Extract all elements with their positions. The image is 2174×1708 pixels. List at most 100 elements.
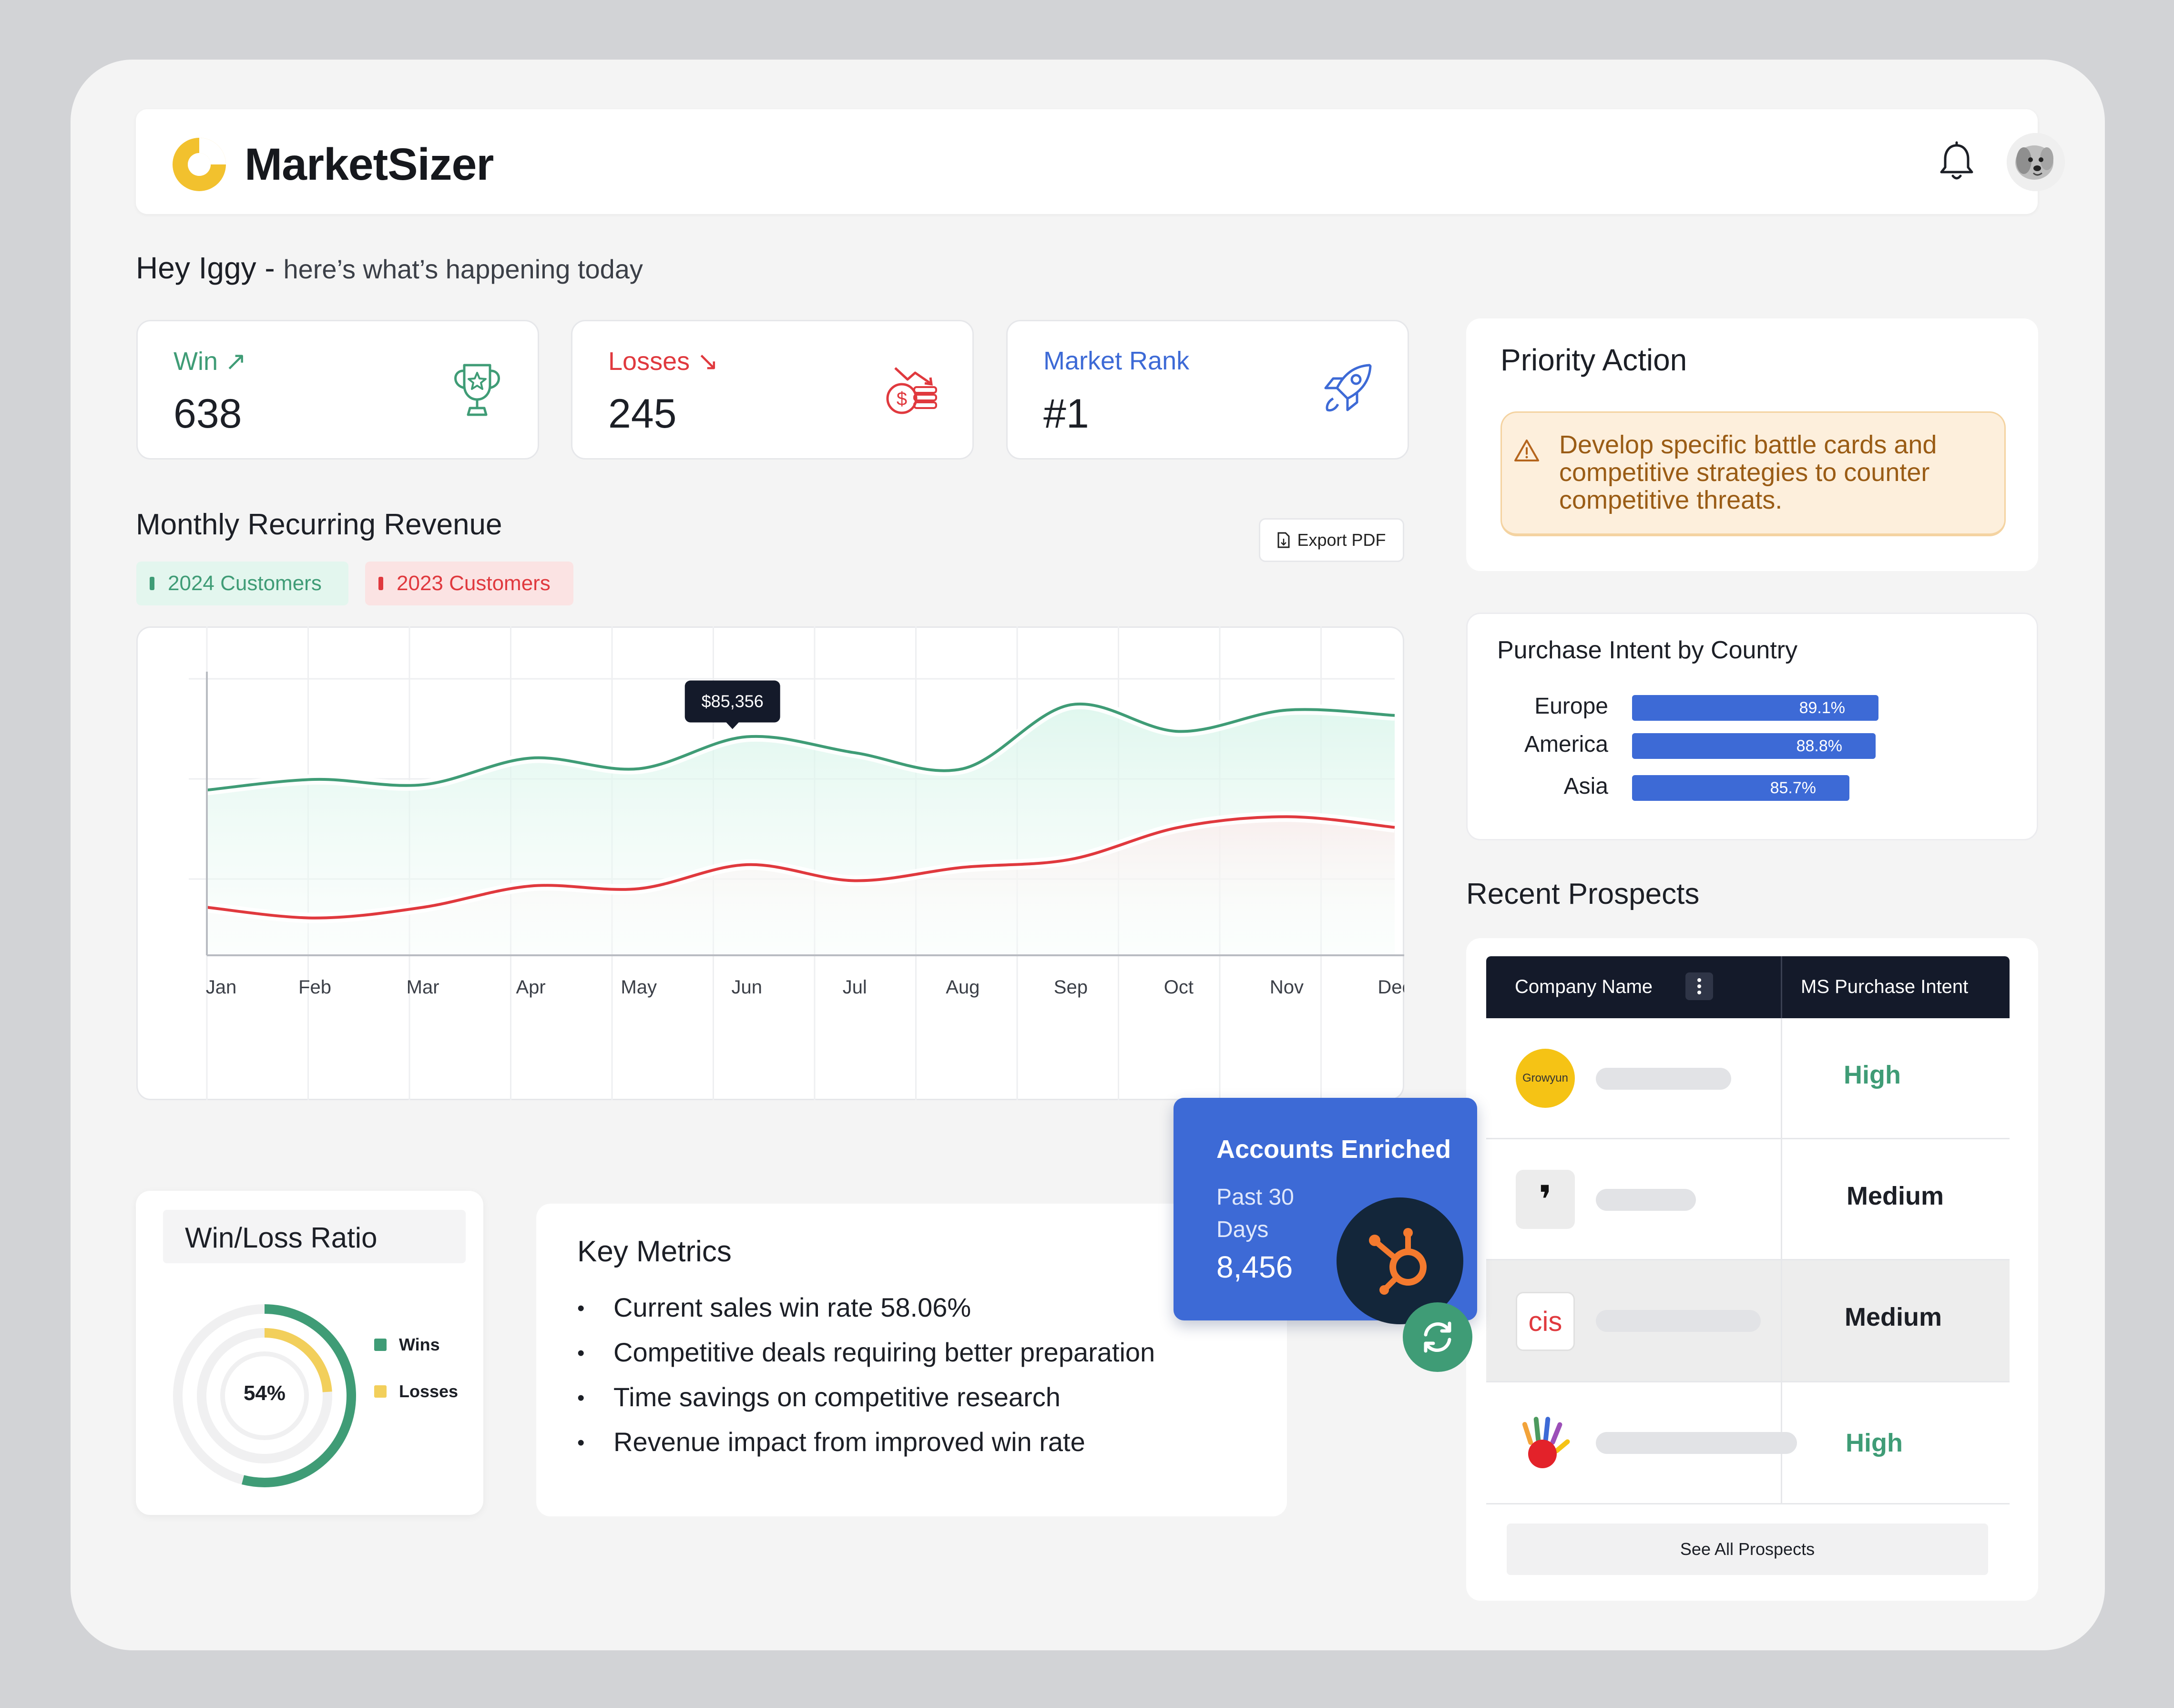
data-point xyxy=(1178,731,1179,732)
stat-label-win: Win ↗ xyxy=(174,347,247,376)
legend-2023[interactable]: 2023 Customers xyxy=(365,562,573,605)
col-company-name[interactable]: Company Name xyxy=(1515,976,1653,997)
data-point xyxy=(1394,827,1395,828)
series-line-2023 Customers xyxy=(206,815,1395,920)
key-metric-item: • Revenue impact from improved win rate xyxy=(577,1427,1085,1457)
data-point xyxy=(1286,816,1287,817)
avatar-dog-icon xyxy=(2007,133,2065,191)
svg-text:$: $ xyxy=(897,389,907,409)
stat-value-market-rank: #1 xyxy=(1043,391,1089,437)
data-point xyxy=(1286,710,1287,711)
x-tick-label: Mar xyxy=(407,977,439,998)
accounts-enriched-title: Accounts Enriched xyxy=(1216,1135,1451,1164)
trend-up-icon: ↗ xyxy=(225,347,247,376)
legend-losses: Losses xyxy=(374,1381,458,1401)
prospect-row[interactable]: High xyxy=(1486,1382,2010,1504)
stat-label-market-rank: Market Rank xyxy=(1043,347,1190,375)
mrr-title: Monthly Recurring Revenue xyxy=(136,508,502,541)
export-pdf-button[interactable]: Export PDF xyxy=(1259,518,1404,562)
data-point xyxy=(315,918,316,919)
greeting: Hey Iggy - here’s what’s happening today xyxy=(136,250,643,286)
data-point xyxy=(1394,715,1395,716)
intent-bar[interactable]: 85.7% xyxy=(1632,775,1849,801)
trophy-icon xyxy=(454,364,500,416)
company-logo: Growyun xyxy=(1516,1049,1575,1108)
x-tick-label: Nov xyxy=(1270,977,1304,998)
purchase-intent-title: Purchase Intent by Country xyxy=(1497,636,1798,664)
data-point xyxy=(1070,859,1071,860)
x-tick-label: Oct xyxy=(1164,977,1194,998)
money-down-icon: $ xyxy=(886,367,937,414)
key-metrics-list: • Current sales win rate 58.06% • Competit… xyxy=(577,1292,1155,1471)
intent-value: High xyxy=(1846,1429,1903,1457)
company-name-placeholder xyxy=(1596,1432,1797,1454)
prospect-row[interactable]: Growyun High xyxy=(1486,1018,2010,1139)
x-tick-label: Apr xyxy=(516,977,546,998)
priority-message: Develop specific battle cards and compet… xyxy=(1559,430,1937,514)
stat-label-losses: Losses ↘ xyxy=(608,347,719,376)
wins-arc xyxy=(173,1304,356,1487)
stat-value-losses: 245 xyxy=(608,391,677,437)
rocket-icon xyxy=(1324,364,1372,412)
company-logo: cis xyxy=(1516,1292,1575,1351)
export-pdf-label: Export PDF xyxy=(1297,530,1386,550)
x-tick-label: Jul xyxy=(843,977,867,998)
intent-value: Medium xyxy=(1845,1303,1942,1331)
warning-icon xyxy=(1514,440,1539,461)
win-loss-card: Win/Loss Ratio 54% Wins Losses xyxy=(136,1191,483,1515)
key-metrics-title: Key Metrics xyxy=(577,1235,732,1268)
prospect-row[interactable]: cis Medium xyxy=(1486,1260,2010,1382)
key-metric-item: • Competitive deals requiring better prep… xyxy=(577,1337,1155,1367)
column-menu-icon[interactable] xyxy=(1685,972,1713,1000)
key-metric-item: • Time savings on competitive research xyxy=(577,1382,1061,1412)
bell-icon[interactable] xyxy=(1938,141,1976,184)
prospects-table-header: Company Name MS Purchase Intent xyxy=(1486,956,2010,1018)
data-point xyxy=(422,907,423,908)
avatar[interactable] xyxy=(2007,133,2065,191)
company-name-placeholder xyxy=(1596,1068,1731,1090)
series-line-2024 Customers xyxy=(206,702,1395,792)
key-metric-item: • Current sales win rate 58.06% xyxy=(577,1292,971,1322)
data-point xyxy=(422,784,423,785)
sync-icon[interactable] xyxy=(1403,1302,1472,1372)
data-point xyxy=(854,880,855,881)
key-metrics-card: Key Metrics • Current sales win rate 58.0… xyxy=(536,1204,1287,1516)
chart-tooltip xyxy=(684,680,780,723)
country-label: Asia xyxy=(1563,774,1608,799)
intent-bar[interactable]: 89.1% xyxy=(1632,695,1878,721)
data-point xyxy=(1178,827,1179,828)
accounts-enriched-period: Past 30 Days xyxy=(1216,1185,1294,1242)
legend-2024[interactable]: 2024 Customers xyxy=(136,562,348,605)
purchase-intent-card: Purchase Intent by Country Europe 89.1% Am… xyxy=(1466,613,2038,840)
data-point xyxy=(746,736,747,737)
intent-value: High xyxy=(1844,1061,1901,1089)
chart-tooltip-label: $85,356 xyxy=(702,692,764,711)
x-tick-label: Jan xyxy=(206,977,237,998)
intent-value: Medium xyxy=(1847,1182,1944,1210)
win-loss-center-value: 54% xyxy=(243,1381,286,1405)
prospect-row[interactable]: ❜ Medium xyxy=(1486,1139,2010,1260)
company-logo: ❜ xyxy=(1516,1170,1575,1229)
recent-prospects-card: Company Name MS Purchase Intent Growyun … xyxy=(1466,938,2038,1601)
priority-alert[interactable]: Develop specific battle cards and compet… xyxy=(1500,411,2006,536)
data-point xyxy=(638,768,639,769)
data-point xyxy=(962,867,963,868)
company-logo xyxy=(1522,1417,1570,1468)
data-point xyxy=(315,779,316,780)
x-tick-label: Jun xyxy=(731,977,762,998)
recent-prospects-title: Recent Prospects xyxy=(1466,878,1700,910)
see-all-prospects-button[interactable]: See All Prospects xyxy=(1507,1524,1988,1575)
x-tick-label: Sep xyxy=(1054,977,1088,998)
country-label: America xyxy=(1524,732,1608,757)
stat-card-win[interactable]: Win ↗ 638 xyxy=(136,320,539,460)
stat-card-losses[interactable]: Losses ↘ 245 $ xyxy=(571,320,974,460)
company-name-placeholder xyxy=(1596,1189,1696,1211)
logo-icon xyxy=(173,138,226,191)
stat-card-market-rank[interactable]: Market Rank #1 xyxy=(1006,320,1409,460)
greeting-subtitle: here’s what’s happening today xyxy=(283,254,643,284)
brand-name: MarketSizer xyxy=(245,139,494,190)
greeting-name: Hey Iggy - xyxy=(136,251,275,285)
data-point xyxy=(1070,704,1071,705)
col-ms-purchase-intent[interactable]: MS Purchase Intent xyxy=(1801,976,1969,997)
intent-bar[interactable]: 88.8% xyxy=(1632,733,1876,759)
